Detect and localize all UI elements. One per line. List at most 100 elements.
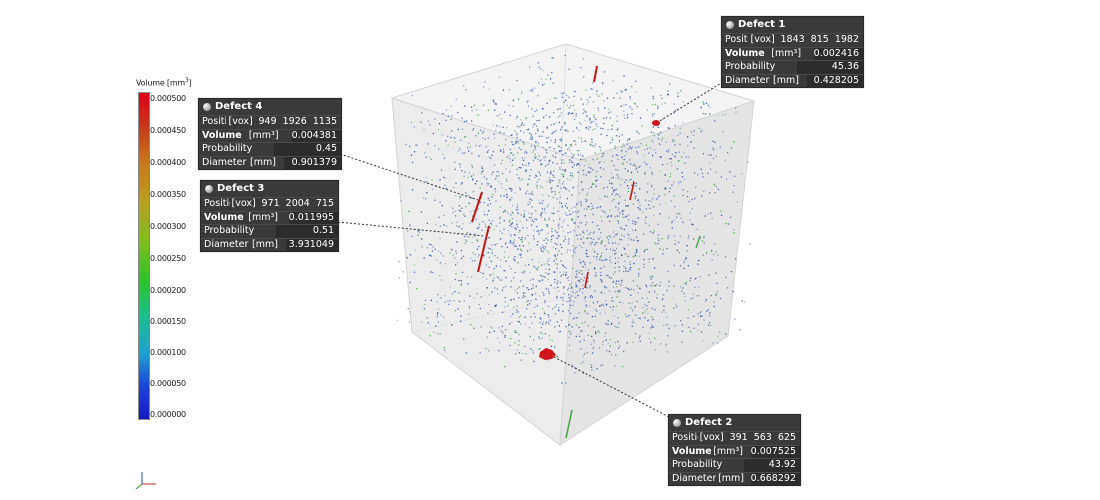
pore-dot	[484, 223, 486, 225]
pore-dot	[623, 75, 625, 77]
pore-dot	[597, 237, 599, 240]
pore-dot	[585, 200, 587, 203]
pore-dot	[615, 354, 617, 356]
pore-dot	[524, 323, 526, 325]
pore-dot	[703, 103, 705, 105]
pore-dot	[589, 262, 591, 264]
pore-dot	[703, 236, 705, 238]
pore-dot	[728, 223, 730, 225]
pore-dot	[516, 223, 518, 225]
pore-dot	[720, 210, 722, 212]
pore-dot	[529, 248, 532, 251]
pore-dot	[699, 237, 702, 239]
pore-dot	[500, 195, 502, 197]
pore-dot	[562, 159, 564, 161]
pore-dot	[534, 146, 537, 148]
pore-dot	[586, 229, 588, 232]
pore-dot	[686, 190, 689, 193]
pore-dot	[486, 336, 489, 338]
pore-dot	[554, 278, 556, 281]
pore-dot	[492, 151, 495, 153]
pore-dot	[520, 250, 523, 252]
pore-dot	[559, 115, 561, 117]
pore-dot	[451, 114, 453, 117]
pore-dot	[588, 233, 590, 236]
pore-dot	[603, 265, 605, 268]
pore-dot	[439, 201, 441, 203]
pore-dot	[673, 219, 675, 221]
pore-dot	[550, 238, 553, 241]
probability-value: 45.36	[797, 61, 863, 74]
pore-dot	[549, 179, 551, 182]
pore-dot	[577, 238, 579, 240]
pore-dot	[542, 146, 544, 148]
pore-dot	[693, 147, 695, 149]
pore-dot	[594, 315, 596, 317]
pore-dot	[566, 197, 568, 200]
pore-dot	[567, 331, 569, 333]
pore-dot	[719, 331, 721, 333]
pore-dot	[559, 243, 562, 246]
pore-dot	[686, 195, 689, 198]
pore-dot	[468, 150, 470, 152]
pore-dot	[636, 171, 639, 173]
pore-dot	[512, 154, 514, 156]
pore-dot	[628, 187, 630, 189]
volume-value: 0.004381	[291, 129, 341, 143]
pore-dot	[446, 225, 448, 227]
pore-dot	[733, 141, 735, 143]
pore-dot	[550, 284, 552, 286]
pore-dot	[663, 305, 665, 307]
pore-dot	[520, 359, 522, 361]
pore-dot	[413, 151, 416, 153]
pore-dot	[543, 209, 546, 211]
pore-dot	[589, 287, 591, 289]
pore-dot	[579, 244, 581, 247]
pore-dot	[511, 141, 513, 143]
pore-dot	[535, 285, 537, 288]
diameter-unit: [mm]	[718, 472, 744, 484]
pore-dot	[690, 141, 692, 143]
pore-dot	[518, 286, 520, 288]
pore-dot	[554, 263, 557, 265]
pore-dot	[582, 188, 585, 191]
defect-2-header: Defect 2	[669, 415, 800, 431]
pore-dot	[582, 169, 584, 172]
pore-dot	[690, 330, 692, 333]
pore-dot	[488, 350, 490, 352]
pore-dot	[601, 281, 603, 283]
pore-dot	[604, 292, 606, 295]
pore-dot	[558, 179, 560, 181]
pore-dot	[455, 264, 457, 266]
pore-dot	[532, 339, 535, 341]
pore-dot	[585, 111, 587, 114]
pore-dot	[630, 148, 632, 150]
pore-dot	[459, 163, 461, 165]
pore-dot	[615, 252, 617, 254]
pore-dot	[569, 172, 572, 174]
pore-dot	[608, 242, 610, 244]
pore-dot	[565, 274, 567, 276]
pore-dot	[735, 258, 737, 260]
pore-dot	[495, 175, 498, 177]
pore-dot	[527, 100, 529, 102]
pore-dot	[543, 311, 546, 313]
pore-dot	[562, 296, 565, 298]
pore-dot	[747, 161, 749, 163]
pore-dot	[510, 235, 512, 237]
pore-dot	[460, 183, 462, 185]
pore-dot	[511, 218, 513, 220]
pore-dot	[654, 349, 656, 351]
pore-dot	[587, 128, 590, 130]
pore-dot	[715, 293, 718, 295]
pore-dot	[504, 336, 506, 338]
position-unit: [vox]	[750, 34, 775, 45]
pore-dot	[461, 128, 464, 130]
pore-dot	[464, 105, 466, 107]
